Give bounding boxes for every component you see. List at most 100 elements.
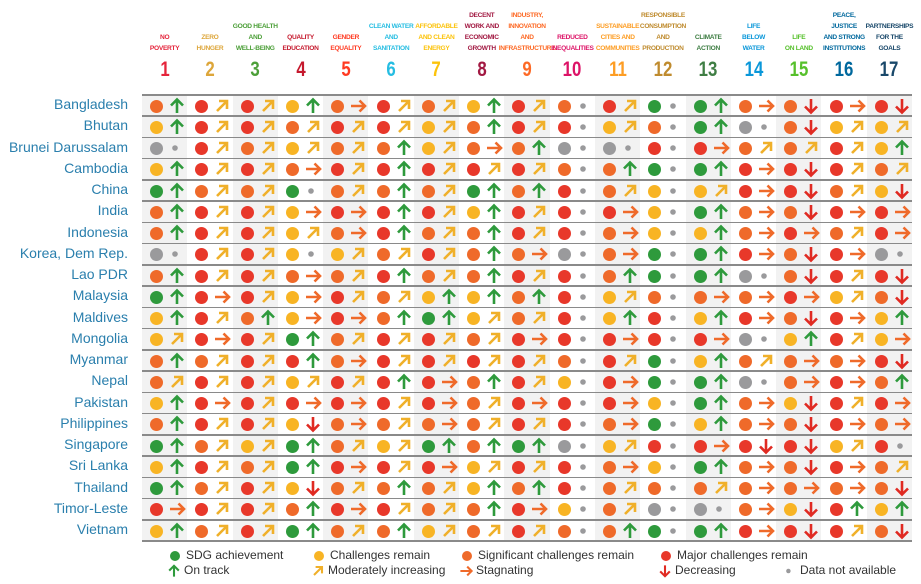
dashboard-cell: [550, 392, 608, 413]
arrow-up-right-icon: [261, 290, 274, 303]
no-data-dot-icon: [308, 251, 314, 258]
dashboard-cell: [369, 328, 427, 349]
status-dot: [512, 312, 526, 325]
dashboard-cell: [731, 350, 789, 371]
trend-indicator: [575, 244, 595, 264]
dashboard-cell: [686, 371, 744, 392]
dashboard-cell: [323, 243, 381, 264]
trend-indicator: [348, 202, 368, 222]
status-dot: [331, 205, 345, 219]
dashboard-cell: [187, 180, 245, 201]
status-dot: [603, 290, 616, 304]
arrow-up-right-icon: [533, 226, 546, 239]
status-dot: [376, 269, 390, 283]
arrow-up-icon: [170, 522, 184, 538]
status-dot: [195, 439, 209, 453]
status-dot: [512, 482, 526, 495]
status-dot: [376, 184, 390, 198]
status-dot: [376, 503, 390, 517]
status-dot: [829, 312, 843, 325]
trend-indicator: [348, 244, 368, 264]
arrow-up-right-icon: [488, 524, 501, 537]
status-dot: [240, 503, 254, 517]
dashboard-cell: [822, 222, 880, 243]
trend-indicator: [212, 308, 232, 328]
trend-indicator: [212, 393, 232, 413]
dashboard-cell: [686, 435, 744, 456]
goal-name: AFFORDABLE AND CLEAN ENERGY: [415, 21, 458, 54]
arrow-up-icon: [396, 160, 411, 177]
trend-indicator: [348, 478, 368, 498]
arrow-right-icon: [758, 481, 775, 495]
trend-indicator: [258, 266, 278, 286]
trend-indicator: [348, 457, 368, 477]
dashboard-cell: [187, 477, 245, 498]
dashboard-cell: [595, 116, 653, 137]
dashboard-cell: [323, 328, 381, 349]
dashboard-cell: [550, 116, 608, 137]
status-dot: [829, 524, 843, 538]
trend-indicator: [711, 138, 731, 158]
legend-trend-label: Decreasing: [675, 563, 736, 577]
country-label: Brunei Darussalam: [8, 138, 128, 155]
status-dot: [874, 269, 888, 283]
trend-indicator: [620, 414, 640, 434]
dashboard-cell: [686, 222, 744, 243]
dashboard-cell: [504, 435, 562, 456]
goal-name: CLEAN WATER AND SANITATION: [369, 21, 414, 54]
trend-indicator: [348, 159, 368, 179]
trend-indicator: [212, 202, 232, 222]
arrow-right-icon: [758, 184, 775, 197]
arrow-up-right-icon: [397, 290, 410, 303]
trend-indicator: [167, 244, 187, 264]
dashboard-cell: [414, 350, 472, 371]
arrow-up-icon: [305, 458, 320, 474]
arrow-up-icon: [713, 203, 728, 219]
status-dot: [738, 482, 752, 495]
goal-name-line: ENERGY: [423, 45, 450, 52]
status-dot: [557, 460, 571, 474]
status-dot: [557, 397, 571, 410]
status-dot: [376, 248, 390, 262]
trend-indicator: [665, 202, 685, 222]
trend-indicator: [439, 351, 459, 371]
arrow-up-right-icon: [261, 269, 274, 282]
arrow-right-icon: [894, 205, 911, 219]
trend-indicator: [258, 393, 278, 413]
arrow-up-right-icon: [850, 396, 863, 409]
dashboard-cell: [867, 520, 921, 541]
dashboard-cell: [187, 456, 245, 477]
arrow-right-icon: [849, 311, 866, 325]
trend-indicator: [394, 117, 414, 137]
arrow-down-icon: [758, 438, 773, 454]
arrow-up-right-icon: [624, 354, 637, 367]
trend-indicator: [529, 202, 549, 222]
trend-indicator: [167, 159, 187, 179]
arrow-up-right-icon: [306, 120, 320, 133]
trend-indicator: [212, 521, 232, 541]
dashboard-cell: [867, 307, 921, 328]
dashboard-cell: [731, 371, 789, 392]
dashboard-cell: [187, 286, 245, 307]
dashboard-cell: [459, 392, 517, 413]
trend-indicator: [847, 521, 867, 541]
goal-number: 2: [205, 58, 215, 81]
status-dot: [331, 142, 345, 155]
dashboard-cell: [640, 116, 698, 137]
trend-indicator: [439, 436, 459, 456]
status-dot: [693, 397, 707, 410]
goal-name-line: ACTION: [696, 45, 721, 52]
status-dot: [376, 439, 390, 453]
arrow-down-icon: [804, 417, 819, 433]
status-dot: [421, 524, 435, 538]
dashboard-cell: [323, 265, 381, 286]
goal-number: 5: [341, 58, 351, 81]
no-data-dot-icon: [715, 506, 722, 513]
dashboard-cell: [686, 243, 744, 264]
dashboard-cell: [369, 265, 427, 286]
status-dot: [784, 333, 798, 347]
status-dot: [512, 163, 526, 177]
status-dot: [376, 290, 390, 304]
dashboard-cell: [142, 498, 200, 519]
status-dot: [693, 142, 707, 155]
